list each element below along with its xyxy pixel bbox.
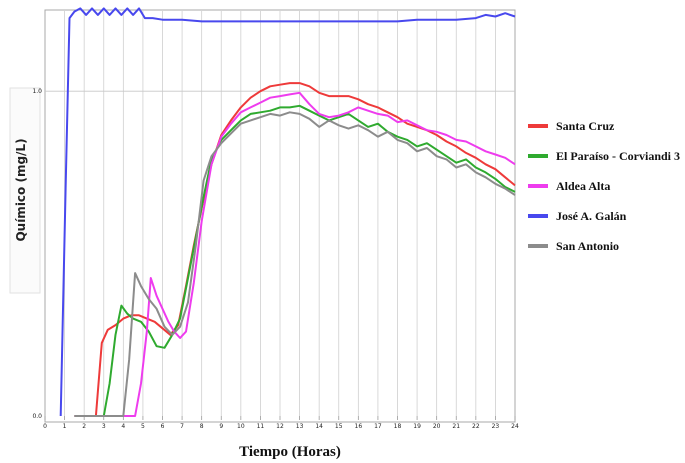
series-lines [59,7,516,417]
y-axis-box: Químico (mg/L) [9,87,41,294]
x-tick-label: 12 [276,423,284,430]
y-tick-label: 0.0 [32,413,42,420]
x-tick-label: 4 [121,423,125,430]
x-tick-label: 7 [180,423,184,430]
x-tick-label: 14 [315,423,323,430]
x-tick-label: 10 [237,423,245,430]
legend-label: San Antonio [556,239,619,253]
x-ticks: 0 1 2 3 4 5 6 7 8 9 10 11 12 13 14 15 16 17 18 19 20 21 22 23 24 [43,416,519,430]
x-tick-label: 24 [511,423,519,430]
x-axis-label: Tiempo (Horas) [239,444,341,460]
x-tick-label: 13 [296,423,304,430]
series-line-1 [74,82,516,417]
y-tick-label: 1.0 [32,88,42,95]
legend-label: José A. Galán [556,209,627,223]
x-tick-label: 2 [82,423,86,430]
x-tick-label: 21 [452,423,460,430]
y-axis-label: Químico (mg/L) [14,138,28,241]
x-tick-label: 6 [161,423,165,430]
grid [45,11,515,416]
x-tick-label: 0 [43,423,47,430]
x-tick-label: 18 [394,423,402,430]
x-tick-label: 17 [374,423,382,430]
series-line-3 [74,91,516,417]
x-tick-label: 15 [335,423,343,430]
legend-label: Santa Cruz [556,119,615,133]
series-line-4 [59,7,516,417]
x-tick-label: 22 [472,423,480,430]
x-tick-label: 8 [200,423,204,430]
legend: Santa Cruz El Paraíso - Corviandi 3 Aldea … [528,119,680,253]
x-tick-label: 16 [355,423,363,430]
x-tick-label: 20 [433,423,441,430]
series-line-5 [74,111,516,417]
x-tick-label: 3 [102,423,106,430]
y-ticks: 0.0 1.0 [32,88,42,420]
x-tick-label: 11 [257,423,265,430]
legend-label: El Paraíso - Corviandi 3 [556,149,680,163]
x-tick-label: 19 [413,423,421,430]
x-tick-label: 5 [141,423,145,430]
x-tick-label: 1 [63,423,67,430]
x-tick-label: 23 [492,423,500,430]
legend-label: Aldea Alta [556,179,610,193]
x-tick-label: 9 [219,423,223,430]
